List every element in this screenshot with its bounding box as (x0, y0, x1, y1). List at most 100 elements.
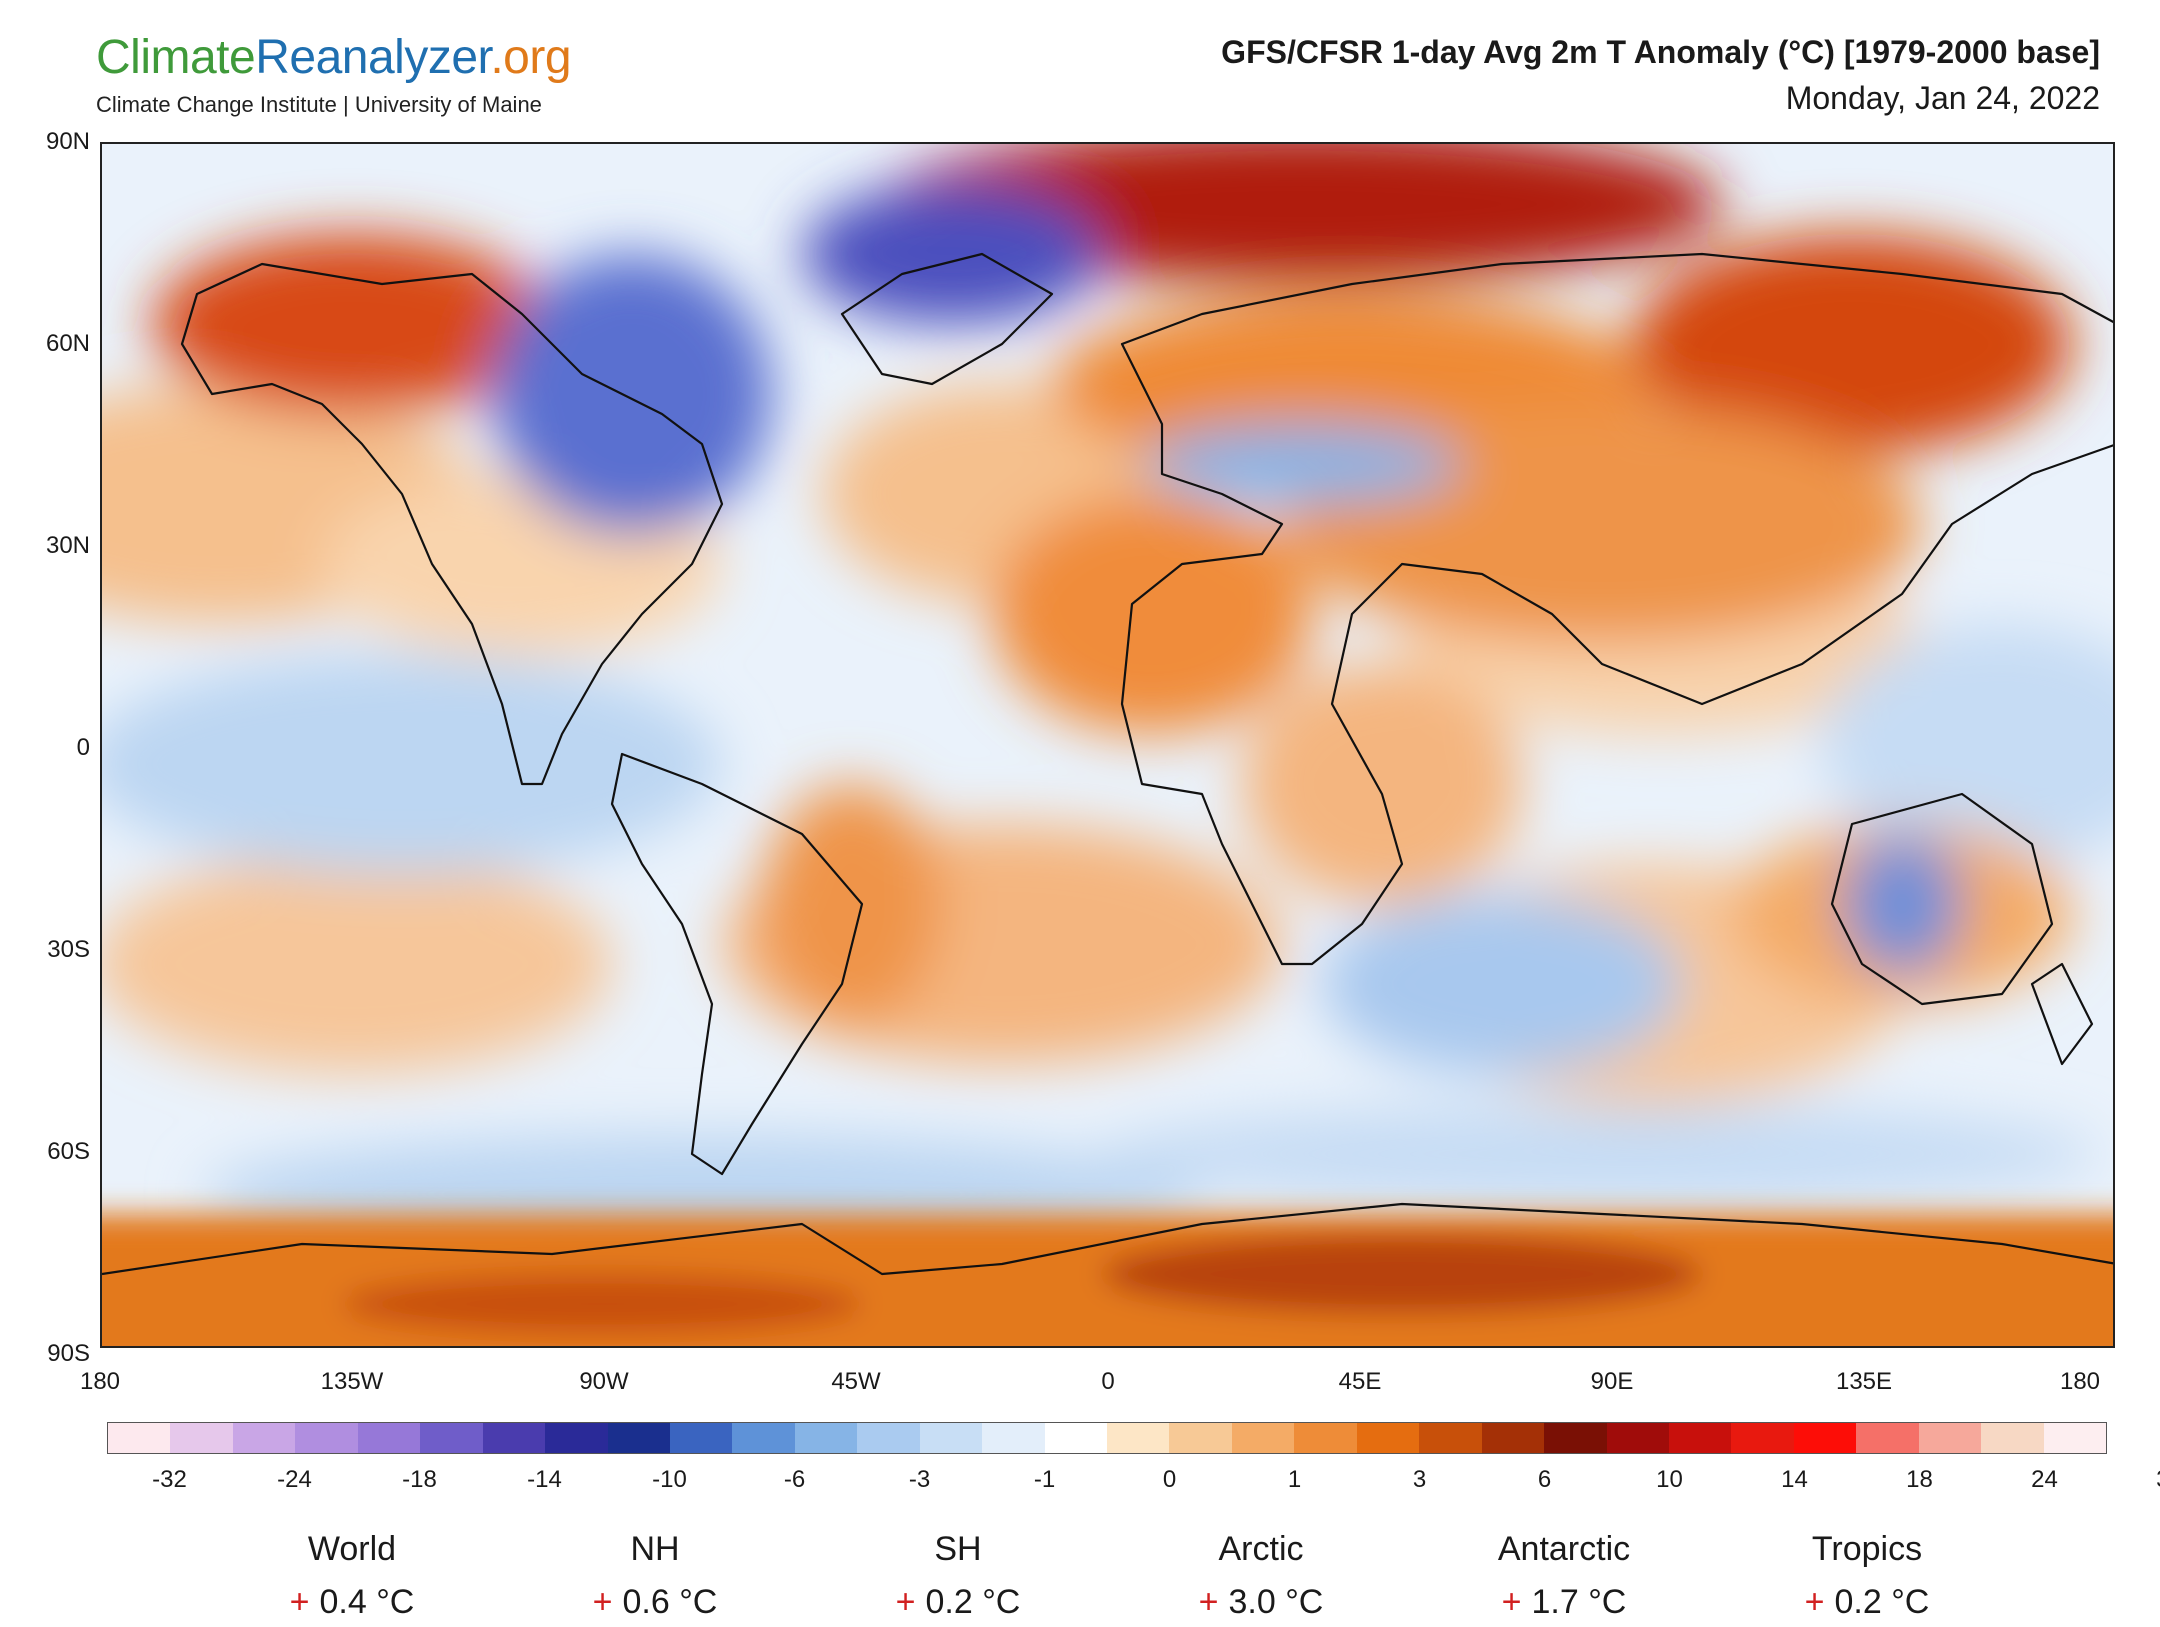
colorbar-swatch (919, 1423, 983, 1453)
lat-label-60n: 60N (45, 330, 90, 357)
colorbar-tick-label: 1 (1287, 1466, 1302, 1493)
lat-label-30n: 30N (45, 532, 90, 559)
colorbar-swatch (1981, 1423, 2044, 1453)
colorbar-swatch (2043, 1423, 2106, 1453)
colorbar-swatch (857, 1423, 920, 1453)
stat-arctic: Arctic +3.0 °C (1131, 1530, 1391, 1622)
logo-word-org: .org (490, 31, 572, 84)
stat-name: World (307, 1530, 397, 1568)
colorbar-swatch (794, 1423, 858, 1453)
lon-label-180w: 180 (79, 1368, 121, 1395)
stat-world: World +0.4 °C (222, 1530, 482, 1622)
logo-subtitle: Climate Change Institute | University of… (96, 92, 542, 117)
colorbar-swatch (1606, 1423, 1669, 1453)
colorbar-swatch (1856, 1423, 1919, 1453)
colorbar-tick-label: -14 (527, 1466, 562, 1493)
colorbar-swatch (1044, 1423, 1107, 1453)
colorbar-tick-label: 32 (2130, 1466, 2160, 1494)
lon-label-45e: 45E (1338, 1368, 1382, 1395)
stat-name: SH (934, 1530, 982, 1568)
colorbar-swatch (1107, 1423, 1170, 1453)
colorbar-swatch (1918, 1423, 1982, 1453)
colorbar-tick-label: -1 (1033, 1466, 1056, 1493)
logo-wordmark: ClimateReanalyzer.org (96, 30, 572, 86)
colorbar-swatch (482, 1423, 546, 1453)
stat-value: 0.2 °C (925, 1583, 1021, 1621)
colorbar-tick-label: 24 (2031, 1466, 2058, 1493)
lon-label-135w: 135W (320, 1368, 384, 1395)
lon-label-135e: 135E (1835, 1368, 1893, 1395)
colorbar-tick-label: 14 (1781, 1466, 1808, 1493)
stat-name: NH (630, 1530, 680, 1568)
lat-label-0: 0 (76, 734, 90, 761)
colorbar-swatch (607, 1423, 670, 1453)
stat-name: Tropics (1811, 1530, 1923, 1568)
stat-tropics: Tropics +0.2 °C (1737, 1530, 1997, 1622)
colorbar-swatch (982, 1423, 1045, 1453)
site-logo: ClimateReanalyzer.org Climate Change Ins… (96, 30, 572, 118)
map-date: Monday, Jan 24, 2022 (1785, 80, 2100, 116)
colorbar-swatch (1544, 1423, 1607, 1453)
colorbar (107, 1422, 2107, 1454)
logo-word-reanalyzer: Reanalyzer (255, 31, 491, 84)
stat-value-row: +0.2 °C (1737, 1583, 1997, 1622)
lat-label-90s: 90S (47, 1340, 90, 1367)
stat-nh: NH +0.6 °C (525, 1530, 785, 1622)
colorbar-tick-label: -32 (152, 1466, 187, 1493)
colorbar-swatch (1169, 1423, 1232, 1453)
stat-value-row: +0.4 °C (222, 1583, 482, 1622)
stat-value: 1.7 °C (1531, 1583, 1627, 1621)
stat-value: 0.4 °C (319, 1583, 415, 1621)
lon-label-180e: 180 (2059, 1368, 2101, 1395)
lat-label-30s: 30S (47, 936, 90, 963)
colorbar-swatch (669, 1423, 733, 1453)
colorbar-tick-label: -24 (277, 1466, 312, 1493)
lat-label-90n: 90N (45, 128, 90, 155)
stat-sign: + (1198, 1583, 1219, 1621)
stat-value-row: +0.6 °C (525, 1583, 785, 1622)
colorbar-swatch (1356, 1423, 1420, 1453)
stat-value: 0.2 °C (1834, 1583, 1930, 1621)
lon-label-90w: 90W (579, 1368, 629, 1395)
colorbar-swatch (1793, 1423, 1857, 1453)
colorbar-tick-label: -10 (652, 1466, 687, 1493)
colorbar-tick-label: 18 (1906, 1466, 1933, 1493)
colorbar-swatch (232, 1423, 296, 1453)
colorbar-swatch (170, 1423, 233, 1453)
anomaly-map (100, 142, 2115, 1348)
colorbar-tick-label: -3 (908, 1466, 931, 1493)
colorbar-tick-label: 10 (1656, 1466, 1683, 1493)
lat-label-60s: 60S (47, 1138, 90, 1165)
stat-sign: + (289, 1583, 310, 1621)
lon-label-90e: 90E (1590, 1368, 1634, 1395)
colorbar-tick-label: 0 (1162, 1466, 1177, 1493)
colorbar-tick-label: 6 (1537, 1466, 1552, 1493)
colorbar-swatch (1731, 1423, 1794, 1453)
colorbar-swatch (1231, 1423, 1295, 1453)
stat-name: Antarctic (1497, 1530, 1631, 1568)
stat-sign: + (1804, 1583, 1825, 1621)
colorbar-swatch (1481, 1423, 1545, 1453)
stat-antarctic: Antarctic +1.7 °C (1434, 1530, 1694, 1622)
lon-label-45w: 45W (831, 1368, 881, 1395)
stat-value-row: +3.0 °C (1131, 1583, 1391, 1622)
colorbar-swatch (357, 1423, 421, 1453)
stat-sign: + (592, 1583, 613, 1621)
colorbar-tick-label: -6 (783, 1466, 806, 1493)
colorbar-swatch (1419, 1423, 1482, 1453)
stat-sh: SH +0.2 °C (828, 1530, 1088, 1622)
logo-word-climate: Climate (96, 31, 256, 84)
stat-sign: + (1501, 1583, 1522, 1621)
stat-value-row: +1.7 °C (1434, 1583, 1694, 1622)
stat-value-row: +0.2 °C (828, 1583, 1088, 1622)
lon-label-0: 0 (1101, 1368, 1115, 1395)
colorbar-swatch (732, 1423, 795, 1453)
colorbar-swatch (1668, 1423, 1732, 1453)
stat-sign: + (895, 1583, 916, 1621)
stat-value: 0.6 °C (622, 1583, 718, 1621)
colorbar-tick-label: -18 (402, 1466, 437, 1493)
colorbar-swatch (420, 1423, 483, 1453)
map-title-block: GFS/CFSR 1-day Avg 2m T Anomaly (°C) [19… (1221, 30, 2100, 117)
colorbar-swatch (108, 1423, 171, 1453)
colorbar-swatch (1294, 1423, 1357, 1453)
